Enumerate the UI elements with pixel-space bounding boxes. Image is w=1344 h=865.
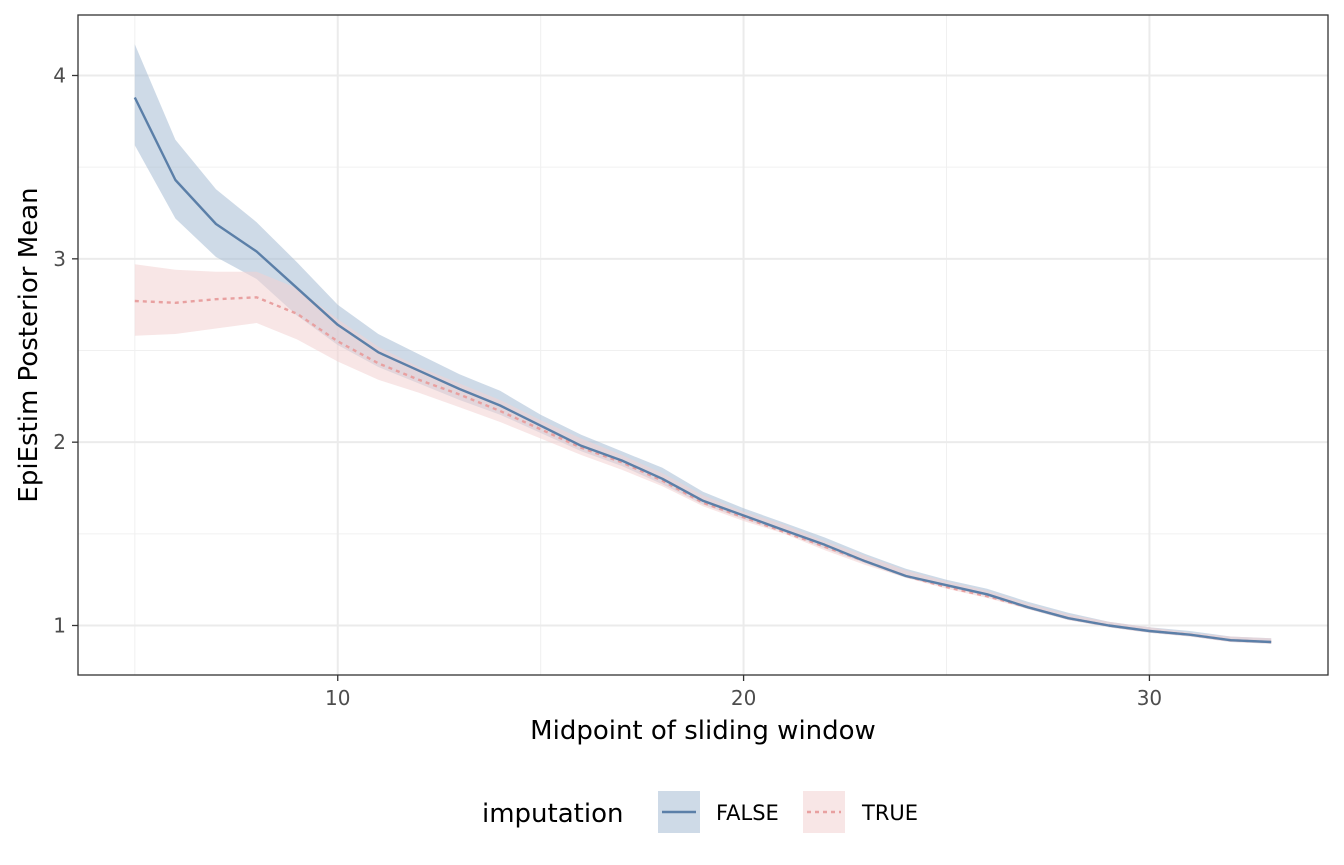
x-tick-label: 30 <box>1137 686 1162 710</box>
x-axis-title: Midpoint of sliding window <box>530 716 876 746</box>
y-axis-title: EpiEstim Posterior Mean <box>14 187 44 502</box>
x-tick-label: 20 <box>731 686 756 710</box>
y-tick-label: 1 <box>53 614 66 638</box>
y-axis: 1 2 3 4 <box>53 64 78 638</box>
confidence-ribbons <box>134 44 1272 644</box>
y-tick-label: 2 <box>53 430 66 454</box>
y-tick-label: 4 <box>53 64 66 88</box>
legend-label-false: FALSE <box>716 801 779 825</box>
ribbon-true <box>134 264 1272 644</box>
legend-title: imputation <box>482 799 623 829</box>
panel-border <box>77 14 1329 676</box>
legend: imputation FALSE TRUE <box>482 791 918 833</box>
series-lines <box>133 96 1272 644</box>
legend-label-true: TRUE <box>861 801 918 825</box>
x-axis: 10 20 30 <box>325 675 1162 710</box>
y-tick-label: 3 <box>53 247 66 271</box>
x-tick-label: 10 <box>325 686 350 710</box>
line-false <box>133 96 1272 644</box>
